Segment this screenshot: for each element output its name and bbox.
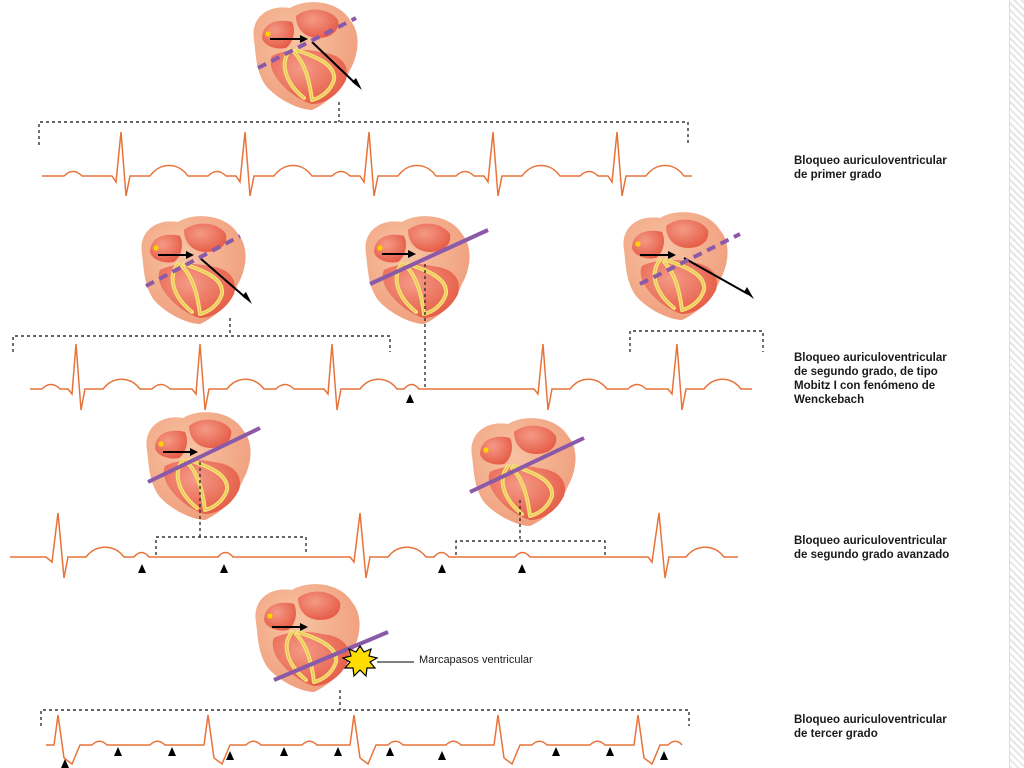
bracket bbox=[155, 462, 606, 555]
block-line-dashed bbox=[145, 234, 241, 288]
triangle-marker-icon bbox=[280, 747, 288, 756]
block-line-dashed bbox=[639, 232, 741, 286]
heart-icon bbox=[621, 210, 730, 322]
caption-line: Bloqueo auriculoventricular bbox=[794, 155, 947, 167]
triangle-marker-icon bbox=[138, 564, 146, 573]
block-line-solid bbox=[369, 228, 489, 286]
caption-first-degree: Bloqueo auriculoventricular de primer gr… bbox=[794, 154, 994, 182]
caption-line: de segundo grado, de tipo bbox=[794, 366, 938, 378]
conduction-arrow bbox=[382, 250, 416, 258]
starburst-icon bbox=[341, 644, 379, 678]
row-third-degree bbox=[40, 582, 690, 768]
caption-line: Bloqueo auriculoventricular bbox=[794, 352, 947, 364]
conduction-arrow bbox=[270, 35, 362, 90]
caption-line: de primer grado bbox=[794, 169, 882, 181]
ecg-strip bbox=[42, 131, 692, 197]
caption-line: de tercer grado bbox=[794, 728, 878, 740]
triangle-marker-icon bbox=[606, 747, 614, 756]
heart-icon bbox=[139, 214, 248, 326]
triangle-marker-icon bbox=[518, 564, 526, 573]
row-first-degree bbox=[38, 0, 692, 197]
caption-third-degree: Bloqueo auriculoventricular de tercer gr… bbox=[794, 713, 994, 741]
ecg-strip bbox=[10, 512, 738, 579]
triangle-marker-icon bbox=[114, 747, 122, 756]
conduction-arrow bbox=[640, 251, 754, 299]
caption-line: de segundo grado avanzado bbox=[794, 549, 950, 561]
conduction-arrow bbox=[163, 448, 198, 456]
block-line-dashed bbox=[257, 16, 357, 70]
triangle-marker-icon bbox=[168, 747, 176, 756]
ecg-strip bbox=[30, 343, 752, 411]
triangle-marker-icon bbox=[438, 751, 446, 760]
triangle-marker-icon bbox=[552, 747, 560, 756]
bracket bbox=[38, 102, 689, 145]
heart-icon bbox=[363, 214, 472, 326]
triangle-marker-icon bbox=[220, 564, 228, 573]
triangle-marker-icon bbox=[438, 564, 446, 573]
caption-line: Mobitz I con fenómeno de bbox=[794, 380, 936, 392]
triangle-marker-icon bbox=[660, 751, 668, 760]
block-line-solid bbox=[273, 630, 389, 682]
heart-icon bbox=[251, 0, 360, 112]
caption-line: Wenckebach bbox=[794, 394, 865, 406]
heart-icon bbox=[253, 582, 362, 694]
caption-mobitz-1: Bloqueo auriculoventricular de segundo g… bbox=[794, 351, 994, 407]
caption-advanced: Bloqueo auriculoventricular de segundo g… bbox=[794, 534, 994, 562]
conduction-arrow bbox=[158, 251, 252, 304]
caption-line: Bloqueo auriculoventricular bbox=[794, 535, 947, 547]
pacemaker-label: Marcapasos ventricular bbox=[419, 654, 533, 666]
row-advanced bbox=[10, 410, 738, 579]
slide-edge-pattern bbox=[1009, 0, 1024, 768]
conduction-arrow bbox=[272, 623, 308, 631]
ecg-strip bbox=[46, 714, 683, 766]
bracket bbox=[40, 690, 690, 726]
block-line-solid bbox=[147, 426, 261, 484]
triangle-marker-icon bbox=[386, 747, 394, 756]
triangle-marker-icon bbox=[334, 747, 342, 756]
heart-icon bbox=[144, 410, 253, 522]
heart-icon bbox=[469, 416, 578, 528]
triangle-marker-icon bbox=[406, 394, 414, 403]
bracket bbox=[12, 264, 764, 388]
block-line-solid bbox=[469, 436, 585, 494]
caption-line: Bloqueo auriculoventricular bbox=[794, 714, 947, 726]
row-mobitz-1 bbox=[12, 210, 764, 411]
